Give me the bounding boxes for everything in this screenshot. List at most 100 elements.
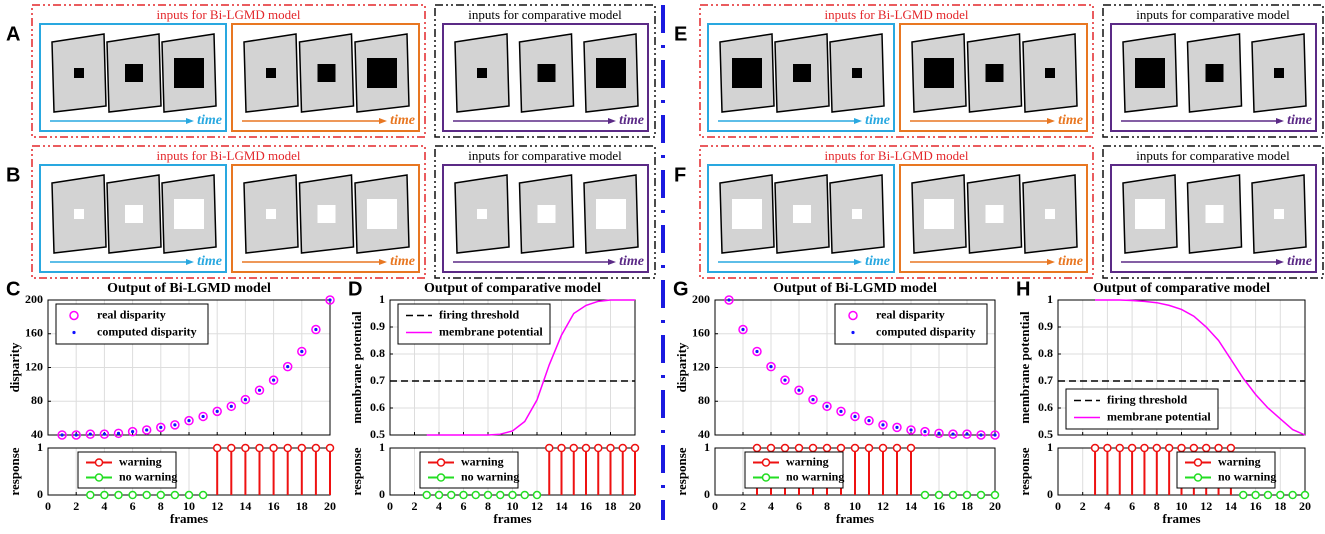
marker <box>141 425 152 435</box>
time-label: time <box>1058 254 1083 269</box>
legend-label: firing threshold <box>439 307 519 321</box>
stem-marker <box>766 443 776 453</box>
x-tick-label: 2 <box>412 499 418 513</box>
panel-letter: F <box>674 164 686 186</box>
stem-marker <box>1127 443 1137 453</box>
marker <box>170 420 180 430</box>
x-tick-label: 10 <box>183 499 195 513</box>
x-tick-label: 18 <box>605 499 617 513</box>
x-tick-label: 18 <box>1274 499 1286 513</box>
stem-marker <box>471 490 480 500</box>
stem-marker <box>325 443 335 453</box>
marker <box>116 431 121 435</box>
marker <box>906 425 916 435</box>
time-label: time <box>1287 254 1312 269</box>
time-label: time <box>390 113 415 128</box>
group-box <box>31 4 426 138</box>
marker <box>257 388 262 392</box>
marker <box>215 409 219 413</box>
y-tick-label: 0 <box>704 487 710 501</box>
marker <box>159 425 163 430</box>
marker <box>282 361 293 372</box>
marker <box>727 298 731 302</box>
stimulus-square <box>125 64 143 82</box>
stimulus-square <box>852 209 862 219</box>
x-tick-label: 12 <box>531 499 543 513</box>
arrow-head <box>379 259 387 265</box>
legend-box <box>834 303 988 345</box>
stimulus-square <box>1045 68 1055 78</box>
marker <box>102 432 106 436</box>
marker <box>187 419 191 423</box>
stimulus-square <box>537 205 556 223</box>
x-tick-label: 12 <box>877 499 889 513</box>
stem-marker <box>156 490 166 500</box>
stimulus-square <box>596 58 626 88</box>
marker <box>328 298 332 302</box>
time-label: time <box>197 113 222 128</box>
stem-marker <box>1288 490 1297 500</box>
arrow-head <box>608 259 616 265</box>
legend-label: no warning <box>1218 469 1276 483</box>
stem-marker <box>483 490 493 500</box>
marker <box>229 404 233 408</box>
legend-box <box>1176 451 1276 489</box>
stimulus-square <box>317 64 336 82</box>
x-tick-label: 2 <box>740 499 746 513</box>
marker <box>325 295 335 305</box>
group-label: inputs for comparative model <box>1136 148 1290 163</box>
stem-marker <box>1251 490 1260 500</box>
legend-box <box>1065 388 1219 430</box>
stimulus-square <box>793 64 811 82</box>
marker <box>836 406 846 417</box>
marker <box>314 327 318 332</box>
marker <box>741 327 745 332</box>
legend-swatch <box>1193 473 1203 482</box>
stimulus-square <box>1274 209 1284 219</box>
legend-label: no warning <box>461 469 519 483</box>
y-tick-label: 0 <box>37 487 43 501</box>
time-label: time <box>1058 113 1083 128</box>
arrow-head <box>379 118 387 124</box>
x-tick-label: 16 <box>1250 499 1262 513</box>
marker <box>69 310 79 321</box>
group-box <box>434 145 656 279</box>
stimulus-square <box>1045 209 1055 219</box>
stem-marker <box>990 490 1000 500</box>
time-label: time <box>390 254 415 269</box>
marker <box>920 426 930 437</box>
marker <box>300 349 304 354</box>
x-tick-label: 10 <box>849 499 861 513</box>
legend-swatch <box>1193 458 1203 467</box>
stem-marker <box>283 443 292 453</box>
stimulus-square <box>732 199 762 229</box>
x-tick-label: 20 <box>629 499 641 513</box>
arrow-head <box>854 259 862 265</box>
stem-marker <box>836 443 846 453</box>
stimulus-square <box>924 199 954 229</box>
marker <box>867 419 871 423</box>
marker <box>127 426 138 437</box>
sequence-box <box>707 23 895 132</box>
y-tick-label: 80 <box>31 393 43 407</box>
stimulus-square <box>1135 199 1165 229</box>
stem-marker <box>297 443 307 453</box>
marker <box>878 420 888 430</box>
marker <box>297 346 307 357</box>
stem-marker <box>581 443 591 453</box>
x-tick-label: 8 <box>824 499 830 513</box>
y-tick-label: 0.6 <box>370 400 385 414</box>
stimulus-square <box>367 199 397 229</box>
marker <box>184 415 194 426</box>
marker <box>738 324 748 335</box>
stem-marker <box>422 490 431 500</box>
x-tick-label: 4 <box>768 499 774 513</box>
y-tick-label: 0.7 <box>370 373 385 387</box>
stem-marker <box>948 490 958 500</box>
stimulus-square <box>924 58 954 88</box>
x-tick-label: 8 <box>1154 499 1160 513</box>
arrow-head <box>608 118 616 124</box>
marker <box>173 423 177 427</box>
stem-marker <box>198 490 208 500</box>
marker <box>923 430 927 434</box>
